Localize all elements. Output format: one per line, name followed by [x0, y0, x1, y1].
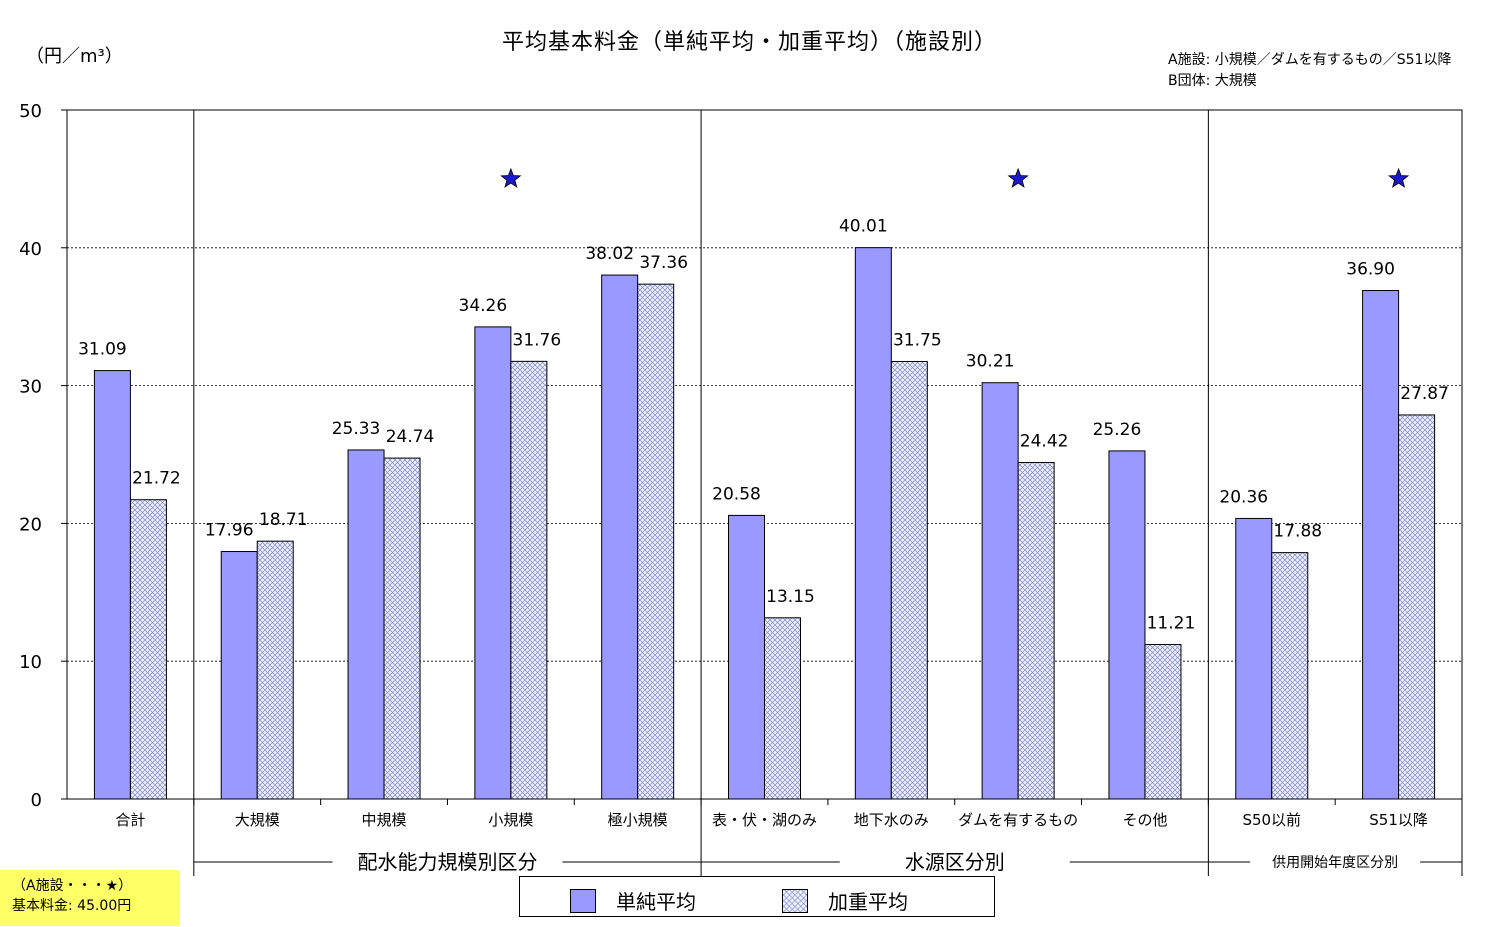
- bar-simple: [220, 551, 258, 800]
- y-tick-label: 40: [19, 239, 42, 260]
- note-line-b: B団体: 大規模: [1168, 73, 1257, 89]
- category-label: 地下水のみ: [854, 811, 929, 829]
- value-label-simple: 34.26: [459, 296, 508, 316]
- value-label-weighted: 31.76: [513, 330, 562, 350]
- category-label: その他: [1122, 811, 1167, 829]
- bar-weighted: [1017, 461, 1055, 800]
- value-label-weighted: 37.36: [639, 253, 688, 273]
- value-label-weighted: 18.71: [259, 510, 308, 530]
- value-label-simple: 31.09: [78, 340, 127, 360]
- category-label: 小規模: [488, 811, 533, 829]
- bar-weighted: [1398, 414, 1436, 800]
- bar-weighted: [129, 499, 167, 800]
- base-fee-note: （A施設・・・★） 基本料金: 45.00円: [0, 870, 180, 926]
- value-label-weighted: 24.74: [386, 427, 435, 447]
- legend-label-weighted: 加重平均: [828, 890, 908, 914]
- chart-title: 平均基本料金（単純平均・加重平均）（施設別）: [501, 30, 997, 55]
- group-label: 水源区分別: [905, 850, 1005, 874]
- group-label-bg: [839, 850, 1070, 874]
- legend-item-weighted: 加重平均: [782, 886, 908, 915]
- y-axis-unit: （円／m³）: [26, 46, 123, 67]
- bar-weighted: [383, 457, 421, 800]
- legend-item-simple: 単純平均: [570, 886, 696, 915]
- value-label-weighted: 27.87: [1400, 384, 1449, 404]
- category-label: ダムを有するもの: [958, 811, 1078, 829]
- value-label-weighted: 21.72: [132, 469, 181, 489]
- value-label-simple: 20.36: [1219, 487, 1268, 507]
- value-label-simple: 30.21: [966, 352, 1015, 372]
- value-label-weighted: 31.75: [893, 330, 942, 350]
- bar-simple: [347, 449, 385, 800]
- value-label-simple: 25.33: [332, 419, 381, 439]
- category-label: S50以前: [1242, 811, 1301, 829]
- bar-simple: [1108, 450, 1146, 800]
- note-line-a: A施設: 小規模／ダムを有するもの／S51以降: [1168, 52, 1452, 68]
- category-label: 大規模: [235, 811, 280, 829]
- group-label: 供用開始年度区分別: [1272, 855, 1398, 871]
- value-label-simple: 17.96: [205, 521, 254, 541]
- y-tick-label: 30: [19, 377, 42, 398]
- bar-weighted: [890, 360, 928, 800]
- group-label: 配水能力規模別区分: [357, 850, 537, 874]
- bar-simple: [1235, 517, 1273, 800]
- value-label-weighted: 17.88: [1273, 522, 1322, 542]
- value-label-simple: 36.90: [1346, 260, 1395, 280]
- legend-label-simple: 単純平均: [616, 890, 696, 914]
- star-marker-icon: [500, 167, 522, 188]
- bar-simple: [1362, 290, 1400, 800]
- bar-weighted: [764, 617, 801, 800]
- bar-simple: [854, 247, 892, 800]
- y-tick-label: 20: [19, 514, 42, 535]
- bar-weighted: [256, 540, 294, 800]
- category-label: 表・伏・湖のみ: [712, 811, 817, 829]
- bar-simple: [93, 370, 131, 800]
- y-tick-label: 10: [19, 652, 42, 673]
- category-label: S51以降: [1369, 811, 1428, 829]
- category-label: 合計: [115, 811, 145, 829]
- value-label-simple: 20.58: [712, 484, 761, 504]
- star-marker-icon: [1007, 167, 1029, 188]
- category-label: 中規模: [362, 811, 407, 829]
- category-label: 極小規模: [608, 811, 668, 829]
- bar-simple: [601, 274, 639, 800]
- bar-simple: [981, 382, 1019, 800]
- bar-weighted: [637, 283, 675, 800]
- chart-legend: 単純平均 加重平均: [519, 876, 995, 917]
- y-tick-label: 50: [19, 101, 42, 122]
- y-tick-label: 0: [31, 790, 42, 811]
- group-label-bg: [332, 850, 563, 874]
- bar-weighted: [1144, 644, 1182, 800]
- star-marker-icon: [1387, 167, 1410, 188]
- plot-frame: [66, 109, 1463, 800]
- facility-note: A施設: 小規模／ダムを有するもの／S51以降 B団体: 大規模: [1168, 50, 1451, 92]
- base-fee-note-line2: 基本料金: 45.00円: [12, 898, 132, 914]
- value-label-simple: 38.02: [585, 244, 634, 264]
- value-label-simple: 40.01: [839, 217, 888, 237]
- group-label-bg: [1250, 850, 1421, 874]
- value-label-weighted: 13.15: [766, 587, 815, 607]
- base-fee-note-line1: （A施設・・・★）: [12, 878, 133, 894]
- legend-swatch-weighted: [782, 888, 808, 913]
- bar-weighted: [510, 360, 548, 800]
- bar-weighted: [1271, 552, 1309, 800]
- value-label-weighted: 24.42: [1020, 431, 1069, 451]
- bar-simple: [474, 326, 512, 800]
- legend-swatch-simple: [570, 888, 596, 913]
- value-label-simple: 25.26: [1093, 420, 1142, 440]
- bar-simple: [728, 514, 765, 800]
- value-label-weighted: 11.21: [1147, 614, 1196, 634]
